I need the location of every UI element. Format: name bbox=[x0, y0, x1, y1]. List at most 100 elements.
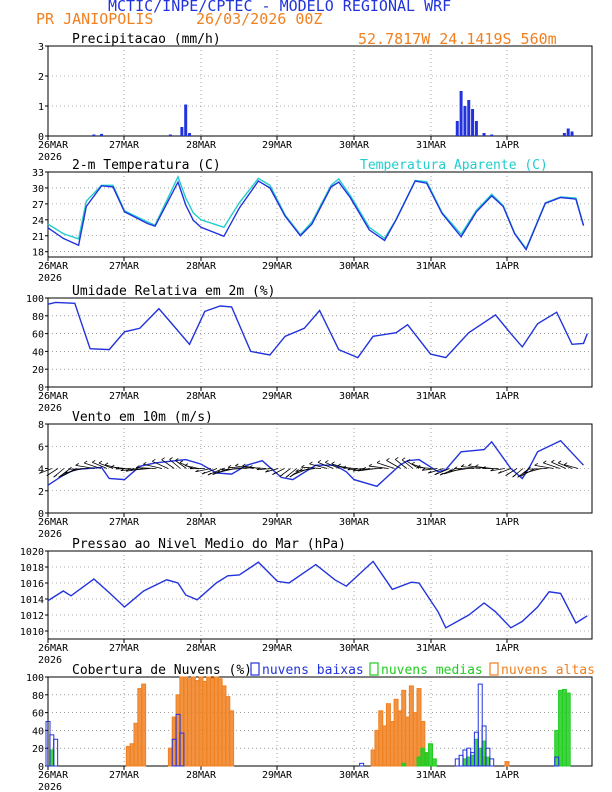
panel-title-rh: Umidade Relativa em 2m (%) bbox=[72, 284, 276, 299]
wind-arrow-head bbox=[490, 468, 494, 472]
wind-arrow-head bbox=[309, 461, 313, 465]
wind-arrow-head bbox=[444, 471, 448, 475]
y-tick-label: 30 bbox=[32, 184, 44, 195]
wind-arrow bbox=[265, 468, 279, 473]
wind-arrow bbox=[417, 466, 432, 469]
y-tick-label: 60 bbox=[32, 709, 44, 720]
wind-arrow bbox=[422, 468, 438, 471]
wind-arrow bbox=[527, 468, 548, 470]
cloud-bar-low bbox=[481, 725, 487, 767]
header-location: PR JANIOPOLIS bbox=[36, 10, 154, 28]
wind-arrow bbox=[201, 468, 218, 475]
header-title: MCTIC/INPE/CPTEC - MODELO REGIONAL WRF bbox=[108, 0, 452, 15]
wind-arrow-head bbox=[527, 466, 531, 470]
wind-arrow-head bbox=[498, 470, 502, 474]
wind-arrow-head bbox=[342, 465, 347, 469]
cloud-bar-mid bbox=[431, 758, 437, 767]
x-tick-label: 27MAR bbox=[109, 140, 140, 151]
y-tick-label: 100 bbox=[26, 673, 44, 684]
wind-arrow-head bbox=[386, 458, 390, 461]
x-year-label: 2026 bbox=[38, 782, 62, 792]
x-tick-label: 26MAR bbox=[38, 643, 69, 654]
wind-arrow bbox=[406, 461, 420, 469]
wind-arrow bbox=[169, 459, 181, 469]
x-tick-label: 26MAR bbox=[38, 517, 69, 528]
x-tick-label: 31MAR bbox=[416, 261, 447, 272]
x-tick-label: 28MAR bbox=[186, 517, 217, 528]
wind-arrow-head bbox=[482, 466, 486, 469]
wind-arrow-head bbox=[83, 460, 88, 464]
wind-arrow-head bbox=[347, 467, 351, 471]
wind-arrow-head bbox=[115, 466, 119, 470]
x-tick-label: 1APR bbox=[495, 140, 520, 151]
cloud-bar-low bbox=[477, 683, 483, 767]
wind-arrow bbox=[395, 459, 408, 469]
x-tick-label: 29MAR bbox=[262, 517, 293, 528]
header-run-date: 26/03/2026 00Z bbox=[196, 10, 323, 28]
y-tick-label: 1010 bbox=[20, 627, 44, 638]
x-tick-label: 27MAR bbox=[109, 770, 140, 781]
wind-arrow-head bbox=[289, 474, 294, 478]
wind-arrow-head bbox=[279, 474, 284, 477]
legend-low-clouds: nuvens baixas bbox=[262, 663, 364, 678]
x-tick-label: 27MAR bbox=[109, 391, 140, 402]
wind-arrow bbox=[543, 462, 560, 469]
wind-arrow bbox=[161, 459, 175, 469]
y-tick-label: 80 bbox=[32, 312, 44, 323]
wind-arrow bbox=[195, 468, 212, 473]
wind-arrow bbox=[301, 466, 322, 469]
y-tick-label: 100 bbox=[26, 294, 44, 305]
wind-arrow-head bbox=[207, 472, 212, 476]
panel-title-precip: Precipitacao (mm/h) bbox=[72, 32, 221, 47]
wind-arrow-head bbox=[505, 473, 509, 476]
precip-bar bbox=[100, 133, 104, 136]
wind-arrow-head bbox=[135, 465, 140, 469]
y-tick-label: 24 bbox=[32, 216, 44, 227]
precip-bar bbox=[184, 104, 188, 136]
precip-bar bbox=[467, 100, 471, 136]
wind-arrow-head bbox=[368, 463, 373, 467]
wind-arrow bbox=[448, 468, 469, 472]
x-tick-label: 29MAR bbox=[262, 261, 293, 272]
wind-arrow bbox=[68, 468, 89, 470]
wind-arrow bbox=[75, 464, 95, 469]
wind-arrow-head bbox=[265, 469, 269, 473]
wind-arrow bbox=[309, 463, 328, 469]
wind-arrow-head bbox=[98, 460, 103, 464]
wind-arrow bbox=[490, 468, 505, 472]
wind-arrow-head bbox=[523, 471, 527, 474]
x-tick-label: 1APR bbox=[495, 517, 520, 528]
panel-title-pres: Pressao ao Nivel Medio do Mar (hPa) bbox=[72, 537, 346, 552]
wind-arrow-head bbox=[189, 466, 194, 470]
wind-arrow-head bbox=[201, 471, 206, 475]
x-tick-label: 26MAR bbox=[38, 261, 69, 272]
precip-bar bbox=[188, 133, 192, 136]
wind-arrow-head bbox=[395, 457, 399, 460]
wind-arrow bbox=[120, 468, 138, 472]
wind-arrow-head bbox=[357, 468, 362, 472]
legend-high-clouds-swatch bbox=[489, 662, 499, 676]
wind-arrow bbox=[92, 461, 108, 469]
x-tick-label: 27MAR bbox=[109, 261, 140, 272]
x-tick-label: 26MAR bbox=[38, 770, 69, 781]
cloud-bar-low bbox=[485, 747, 491, 767]
series-line-temp bbox=[47, 174, 585, 250]
cloud-bar-mid bbox=[428, 743, 433, 767]
wind-arrow-head bbox=[421, 467, 426, 471]
wind-arrow-head bbox=[460, 464, 465, 467]
precip-bar bbox=[562, 133, 566, 136]
x-year-label: 2026 bbox=[38, 403, 62, 414]
x-tick-label: 29MAR bbox=[262, 140, 293, 151]
x-tick-label: 1APR bbox=[495, 770, 520, 781]
x-tick-label: 28MAR bbox=[186, 770, 217, 781]
y-tick-label: 1 bbox=[38, 102, 44, 113]
cloud-bar-low bbox=[489, 758, 495, 767]
x-tick-label: 31MAR bbox=[416, 391, 447, 402]
x-tick-label: 28MAR bbox=[186, 140, 217, 151]
wind-arrow-head bbox=[406, 459, 411, 462]
y-tick-label: 0 bbox=[38, 762, 44, 773]
wind-arrow-head bbox=[301, 464, 305, 468]
wind-arrow-head bbox=[184, 463, 189, 466]
wind-arrow-head bbox=[179, 460, 184, 463]
x-year-label: 2026 bbox=[38, 273, 62, 284]
